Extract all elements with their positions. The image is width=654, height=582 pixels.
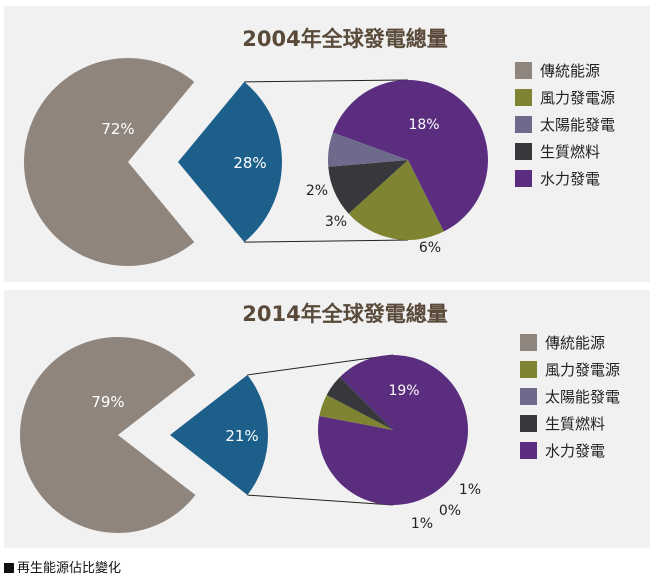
- legend-swatch-1-0: [520, 334, 537, 351]
- pie-label-conventional-0: 72%: [101, 120, 134, 138]
- legend-label-0-2: 太陽能發電: [540, 116, 615, 134]
- pie-label-renewable-0: 28%: [233, 154, 266, 172]
- legend-label-0-0: 傳統能源: [540, 62, 600, 80]
- pie-slice-conventional-0: [23, 58, 195, 266]
- detail-slice-0-3: [327, 132, 408, 167]
- pie-slice-renewable-1: [170, 374, 269, 496]
- detail-slice-1-1: [319, 394, 393, 430]
- legend-swatch-1-4: [520, 442, 537, 459]
- pie-label-renewable-1: 21%: [225, 427, 258, 445]
- legend-label-1-2: 太陽能發電: [545, 388, 620, 406]
- legend-label-1-0: 傳統能源: [545, 334, 605, 352]
- connector-line-top-0: [244, 79, 409, 83]
- footer-square-icon: [4, 563, 14, 573]
- legend-swatch-1-2: [520, 388, 537, 405]
- connector-line-bottom-1: [247, 494, 394, 506]
- legend-swatch-0-1: [515, 89, 532, 106]
- pie-slice-renewable-0: [178, 81, 282, 243]
- detail-slice-0-2: [328, 160, 408, 214]
- detail-label-0-0: 18%: [408, 117, 439, 133]
- chart-panel-0: 2004年全球發電總量 72% 28% 18% 6% 3% 2% 傳統能源風力發電源太陽能發電…: [4, 6, 650, 282]
- chart-title-0: 2004年全球發電總量: [242, 27, 447, 51]
- legend-label-0-1: 風力發電源: [540, 89, 615, 107]
- chart-title-1: 2014年全球發電總量: [242, 302, 447, 326]
- legend-label-1-4: 水力發電: [545, 442, 605, 460]
- legend-swatch-1-3: [520, 415, 537, 432]
- legend-label-1-1: 風力發電源: [545, 361, 620, 379]
- connector-line-bottom-0: [244, 239, 409, 243]
- detail-label-0-2: 3%: [325, 214, 347, 230]
- legend-swatch-0-4: [515, 170, 532, 187]
- detail-slice-1-3: [326, 376, 393, 430]
- connector-line-top-1: [247, 354, 394, 376]
- pie-label-conventional-1: 79%: [91, 393, 124, 411]
- footer-text: 再生能源佔比變化: [17, 561, 122, 576]
- detail-slice-0-1: [348, 160, 444, 240]
- detail-label-0-3: 2%: [306, 183, 328, 199]
- chart-panel-1: 2014年全球發電總量 79% 21% 19% 1% 0% 1% 傳統能源風力發電源太陽能發電…: [4, 290, 650, 548]
- legend-label-0-3: 生質燃料: [540, 143, 600, 161]
- pie-slice-conventional-1: [20, 336, 196, 533]
- detail-label-1-1: 1%: [459, 482, 481, 498]
- detail-label-1-2: 0%: [439, 503, 461, 519]
- footer-caption: 再生能源佔比變化: [4, 557, 121, 576]
- detail-slice-0-0: [332, 79, 488, 232]
- detail-slice-1-0: [318, 355, 469, 506]
- legend-label-0-4: 水力發電: [540, 170, 600, 188]
- detail-label-1-3: 1%: [411, 516, 433, 532]
- detail-label-0-1: 6%: [419, 240, 441, 256]
- legend-swatch-0-3: [515, 143, 532, 160]
- detail-label-1-0: 19%: [388, 383, 419, 399]
- legend-label-1-3: 生質燃料: [545, 415, 605, 433]
- legend-swatch-1-1: [520, 361, 537, 378]
- legend-swatch-0-0: [515, 62, 532, 79]
- legend-swatch-0-2: [515, 116, 532, 133]
